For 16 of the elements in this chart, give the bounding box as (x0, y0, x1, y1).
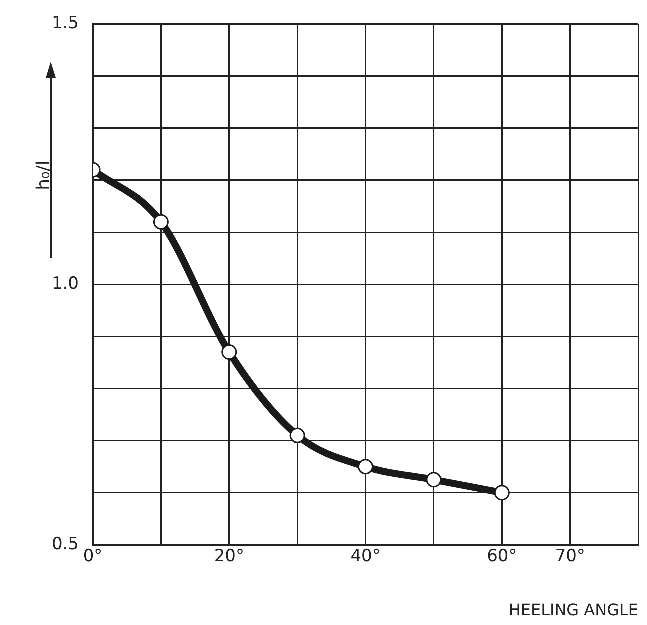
x-tick-label: 70° (555, 546, 586, 567)
y-axis-title: h₀/l (34, 160, 54, 192)
point (290, 428, 306, 444)
x-tick-label: 20° (214, 546, 244, 567)
y-tick-label: 1.5 (52, 14, 79, 34)
x-axis-title: HEELING ANGLE (508, 600, 638, 620)
x-tick-label: 40° (350, 546, 381, 567)
x-tick-label: 0° (83, 546, 103, 567)
y-tick-label: 1.0 (52, 274, 79, 294)
point (222, 344, 238, 360)
point (426, 472, 442, 488)
y-tick-label: 0.5 (52, 534, 79, 554)
x-tick-label: 60° (487, 546, 518, 567)
point (358, 459, 374, 475)
point (153, 214, 169, 230)
point (494, 485, 510, 501)
